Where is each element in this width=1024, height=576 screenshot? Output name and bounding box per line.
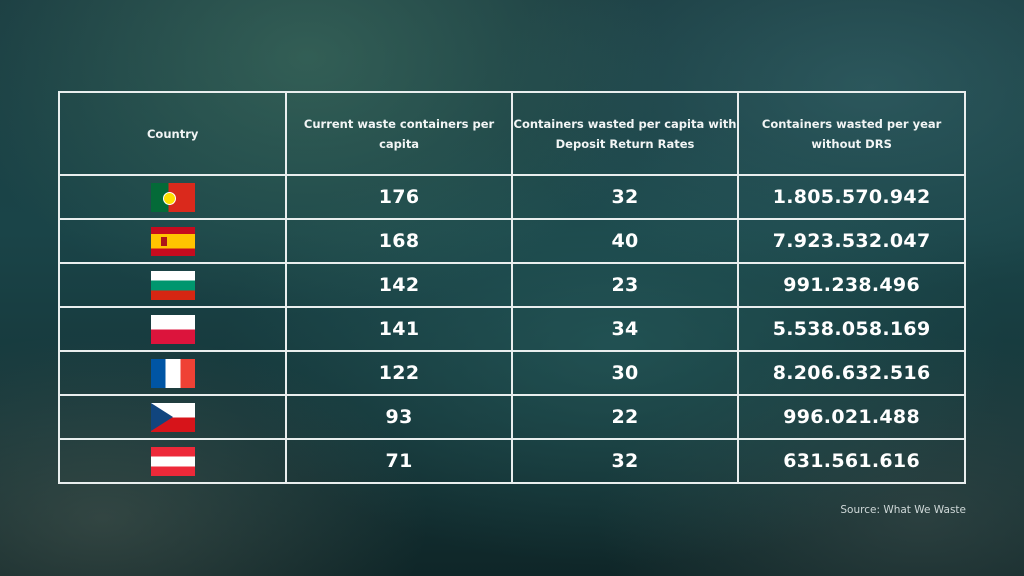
table-row: 142 23 991.238.496 [57, 262, 966, 308]
current-waste-cell: 168 [285, 218, 513, 264]
current-waste-cell: 176 [285, 174, 513, 220]
source-note: Source: What We Waste [840, 504, 966, 516]
current-waste-cell: 141 [285, 306, 513, 352]
table-row: 122 30 8.206.632.516 [57, 350, 966, 396]
country-cell [57, 394, 288, 440]
per-year-cell: 991.238.496 [737, 262, 966, 308]
per-year-cell: 631.561.616 [737, 438, 966, 484]
table-row: 176 32 1.805.570.942 [57, 174, 966, 220]
with-drs-cell: 32 [510, 174, 740, 220]
current-waste-cell: 122 [285, 350, 513, 396]
header-country: Country [57, 91, 288, 176]
austria-flag-icon [150, 446, 195, 476]
with-drs-cell: 32 [510, 438, 740, 484]
country-cell [57, 218, 288, 264]
per-year-cell: 7.923.532.047 [737, 218, 966, 264]
per-year-cell: 1.805.570.942 [737, 174, 966, 220]
per-year-cell: 996.021.488 [737, 394, 966, 440]
per-year-cell: 8.206.632.516 [737, 350, 966, 396]
country-cell [57, 306, 288, 352]
current-waste-cell: 142 [285, 262, 513, 308]
with-drs-cell: 23 [510, 262, 740, 308]
header-current-waste: Current waste containers per capita [285, 91, 513, 176]
bulgaria-flag-icon [150, 270, 195, 300]
table-row: 71 32 631.561.616 [57, 438, 966, 484]
with-drs-cell: 30 [510, 350, 740, 396]
portugal-flag-icon [150, 182, 195, 212]
with-drs-cell: 34 [510, 306, 740, 352]
poland-flag-icon [150, 314, 195, 344]
france-flag-icon [150, 358, 195, 388]
with-drs-cell: 22 [510, 394, 740, 440]
table-row: 93 22 996.021.488 [57, 394, 966, 440]
header-per-year: Containers wasted per year without DRS [737, 91, 966, 176]
current-waste-cell: 93 [285, 394, 513, 440]
header-row: Country Current waste containers per cap… [57, 91, 966, 176]
czech-republic-flag-icon [150, 402, 195, 432]
header-with-drs: Containers wasted per capita with Deposi… [510, 91, 740, 176]
country-cell [57, 438, 288, 484]
with-drs-cell: 40 [510, 218, 740, 264]
table-row: 168 40 7.923.532.047 [57, 218, 966, 264]
country-cell [57, 262, 288, 308]
data-table: Country Current waste containers per cap… [57, 91, 966, 484]
current-waste-cell: 71 [285, 438, 513, 484]
spain-flag-icon [150, 226, 195, 256]
table-row: 141 34 5.538.058.169 [57, 306, 966, 352]
per-year-cell: 5.538.058.169 [737, 306, 966, 352]
country-cell [57, 350, 288, 396]
country-cell [57, 174, 288, 220]
